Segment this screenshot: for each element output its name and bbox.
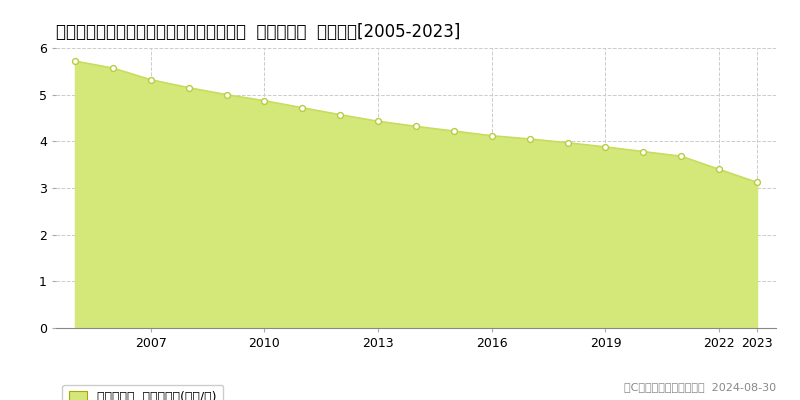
Point	[182, 84, 195, 91]
Point	[637, 148, 650, 155]
Point	[675, 153, 688, 160]
Point	[69, 58, 82, 64]
Point	[599, 144, 612, 150]
Point	[713, 166, 726, 172]
Point	[410, 123, 422, 130]
Legend: 基準地価格  平均坪単価(万円/坪): 基準地価格 平均坪単価(万円/坪)	[62, 385, 223, 400]
Point	[220, 92, 233, 98]
Text: 石川県鹿島郡中能登町末坂壱〇８０番５外  基準地価格  地価推移[2005-2023]: 石川県鹿島郡中能登町末坂壱〇８０番５外 基準地価格 地価推移[2005-2023…	[56, 23, 460, 41]
Point	[144, 76, 157, 83]
Point	[296, 104, 309, 111]
Point	[523, 136, 536, 142]
Point	[258, 98, 271, 104]
Point	[334, 112, 346, 118]
Point	[447, 128, 460, 134]
Point	[750, 179, 763, 186]
Point	[486, 132, 498, 139]
Point	[372, 118, 385, 124]
Text: （C）土地価格ドットコム  2024-08-30: （C）土地価格ドットコム 2024-08-30	[624, 382, 776, 392]
Point	[106, 65, 119, 71]
Point	[561, 140, 574, 146]
